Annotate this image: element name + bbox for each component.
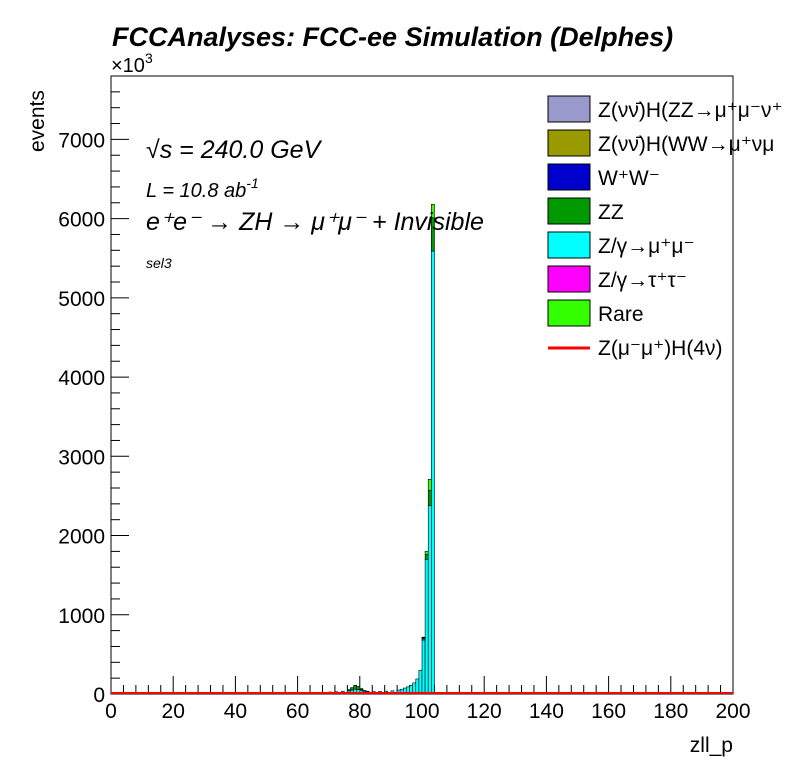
histogram-bar bbox=[362, 690, 367, 692]
legend-label: ZZ bbox=[598, 201, 624, 224]
y-tick-label: 4000 bbox=[58, 367, 105, 390]
legend-label: Z(νν̄)H(WW→μ⁺νμ bbox=[598, 133, 774, 156]
annotation-block: √s = 240.0 GeV L = 10.8 ab-1 e⁺e⁻ → ZH →… bbox=[146, 136, 484, 271]
histogram-bar bbox=[431, 204, 435, 219]
histogram-bar bbox=[421, 636, 426, 639]
x-tick-label: 100 bbox=[404, 700, 439, 723]
histogram-bar bbox=[427, 490, 432, 506]
histogram-bar bbox=[365, 690, 370, 693]
histogram-bar bbox=[359, 688, 364, 690]
legend-swatch bbox=[547, 231, 591, 259]
histogram-bar bbox=[347, 689, 351, 692]
legend-label: Z(νν̄)H(ZZ→μ⁺μ⁻ν⁺ bbox=[598, 99, 783, 122]
x-tick-label: 0 bbox=[105, 700, 117, 723]
histogram-bar bbox=[350, 687, 354, 691]
y-exponent-label: ×103 bbox=[111, 50, 153, 77]
chart-title: FCCAnalyses: FCC-ee Simulation (Delphes) bbox=[112, 22, 673, 52]
histogram-bar bbox=[421, 639, 426, 695]
histogram-bar bbox=[424, 559, 429, 695]
x-tick-label: 160 bbox=[591, 700, 626, 723]
legend-swatch bbox=[547, 129, 591, 157]
x-tick-label: 180 bbox=[653, 700, 688, 723]
x-axis-label: zll_p bbox=[690, 734, 733, 757]
legend-label: Rare bbox=[598, 303, 644, 326]
x-tick-label: 120 bbox=[467, 700, 502, 723]
sqrt-s-annotation: √s = 240.0 GeV bbox=[146, 136, 323, 164]
histogram-bar bbox=[427, 478, 432, 491]
legend-label: Z/γ→μ⁺μ⁻ bbox=[598, 235, 695, 258]
y-tick-label: 6000 bbox=[58, 209, 105, 232]
legend-label: Z(μ⁻μ⁺)H(4ν) bbox=[598, 337, 723, 360]
histogram-bars bbox=[235, 204, 435, 695]
x-tick-label: 80 bbox=[348, 700, 371, 723]
histogram-bar bbox=[353, 684, 357, 690]
y-axis-label: events bbox=[26, 90, 49, 152]
histogram-bar bbox=[356, 686, 361, 690]
process-annotation: e⁺e⁻ → ZH → μ⁺μ⁻ + Invisible bbox=[146, 208, 484, 236]
legend-swatch bbox=[547, 197, 591, 225]
y-tick-label: 3000 bbox=[58, 446, 105, 469]
histogram-bar bbox=[424, 554, 429, 560]
legend-swatch bbox=[547, 265, 591, 293]
y-tick-label: 2000 bbox=[58, 526, 105, 549]
y-tick-label: 5000 bbox=[58, 288, 105, 311]
y-tick-label: 0 bbox=[93, 684, 105, 707]
legend-swatch bbox=[547, 163, 591, 191]
legend-label: W⁺W⁻ bbox=[598, 167, 660, 190]
x-tick-label: 40 bbox=[224, 700, 247, 723]
histogram-bar bbox=[431, 250, 435, 695]
selection-annotation: sel3 bbox=[146, 255, 172, 271]
luminosity-annotation: L = 10.8 ab-1 bbox=[146, 175, 259, 202]
legend-swatch bbox=[547, 299, 591, 327]
x-tick-label: 140 bbox=[529, 700, 564, 723]
x-tick-label: 60 bbox=[286, 700, 309, 723]
legend: Z(νν̄)H(ZZ→μ⁺μ⁻ν⁺ Z(νν̄)H(WW→μ⁺νμ W⁺W⁻ ZZ Z/… bbox=[547, 95, 783, 360]
histogram-bar bbox=[427, 505, 432, 695]
y-tick-label: 7000 bbox=[58, 129, 105, 152]
x-tick-label: 200 bbox=[715, 700, 750, 723]
histogram-bar bbox=[424, 551, 429, 555]
x-tick-label: 20 bbox=[162, 700, 185, 723]
histogram-bar bbox=[418, 669, 423, 695]
histogram-bar bbox=[415, 678, 420, 695]
legend-label: Z/γ→τ⁺τ⁻ bbox=[598, 269, 687, 292]
legend-swatch bbox=[547, 95, 591, 123]
y-tick-label: 1000 bbox=[58, 605, 105, 628]
